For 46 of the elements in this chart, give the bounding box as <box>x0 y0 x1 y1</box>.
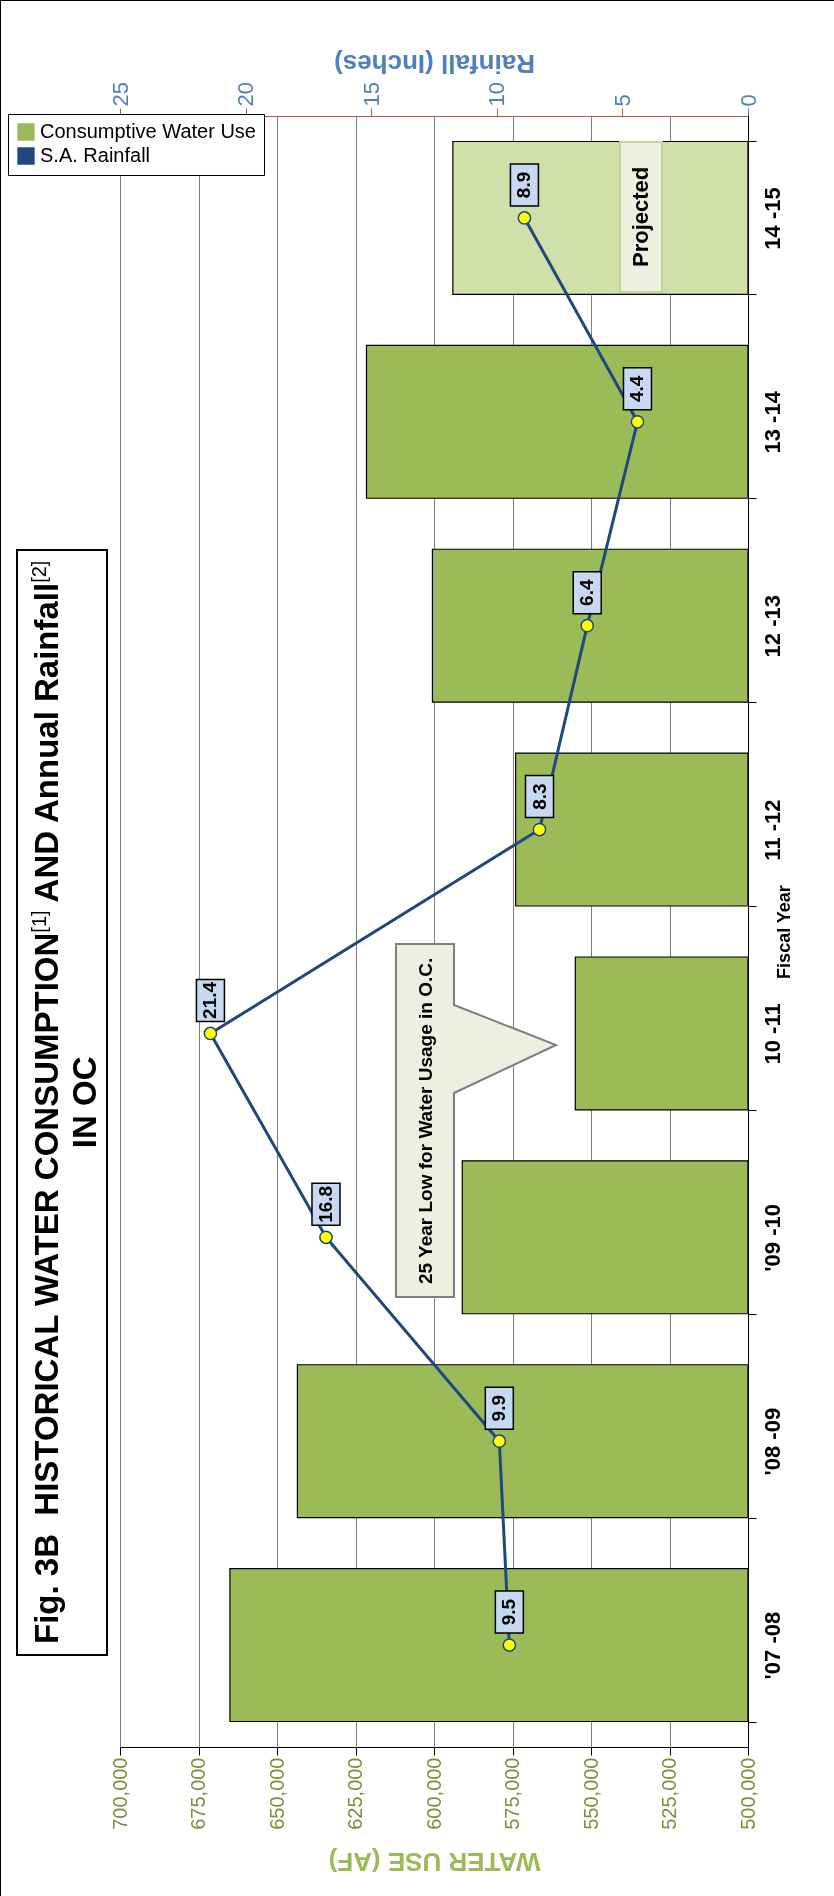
x2-tick-label: 10 <box>484 82 510 107</box>
x-tick-label: 575,000 <box>501 1757 523 1830</box>
point <box>580 618 595 633</box>
y-tick-label: 11 -12 <box>759 799 785 861</box>
y-tick-label: 14 -15 <box>759 187 785 250</box>
y-axis-title: Fiscal Year <box>773 885 794 979</box>
y-tick-label: '08 -09 <box>759 1407 785 1476</box>
x-tick-label: 650,000 <box>265 1757 288 1830</box>
y-tick-label: 10 -11 <box>759 1003 785 1065</box>
x-tick-label: 600,000 <box>422 1757 445 1830</box>
y-tick-label: '07 -08 <box>759 1611 785 1680</box>
x-tick-label: 525,000 <box>658 1757 680 1830</box>
point <box>630 414 645 429</box>
annotation: Projected <box>628 166 653 267</box>
data-label: 21.4 <box>199 981 221 1019</box>
data-label: 9.9 <box>488 1394 510 1422</box>
x2-tick-label: 0 <box>735 94 761 107</box>
x-tick-label: 625,000 <box>344 1757 366 1830</box>
y-tick-label: 13 -14 <box>759 390 785 454</box>
x-axis-title: WATER USE (AF) <box>328 1846 541 1877</box>
point <box>492 1434 507 1449</box>
data-label: 6.4 <box>576 579 598 606</box>
x-tick-label: 550,000 <box>579 1757 602 1830</box>
point <box>319 1230 333 1245</box>
x-tick-label: 700,000 <box>108 1757 131 1830</box>
x2-tick-label: 25 <box>107 82 133 107</box>
data-label: 8.3 <box>528 783 550 810</box>
x2-tick-label: 5 <box>609 94 635 107</box>
y-tick-label: '09 -10 <box>759 1204 785 1272</box>
x2-tick-label: 20 <box>233 82 259 107</box>
x2-tick-label: 15 <box>358 82 384 107</box>
data-label: 9.5 <box>498 1598 520 1626</box>
x-tick-label: 500,000 <box>736 1757 759 1830</box>
point <box>517 211 532 225</box>
data-label: 4.4 <box>626 375 648 403</box>
legend-label: S.A. Rainfall <box>40 144 151 166</box>
annotation: 25 Year Low for Water Usage in O.C. <box>414 957 436 1284</box>
x2-axis-title: Rainfall (Inches) <box>334 49 535 80</box>
x-tick-label: 675,000 <box>187 1757 209 1830</box>
legend-label: Consumptive Water Use <box>40 120 256 142</box>
point <box>502 1638 517 1652</box>
point <box>203 1026 218 1041</box>
data-label: 8.9 <box>513 171 535 199</box>
data-label: 16.8 <box>314 1185 336 1223</box>
y-tick-label: 12 -13 <box>759 594 785 658</box>
point <box>532 822 547 837</box>
